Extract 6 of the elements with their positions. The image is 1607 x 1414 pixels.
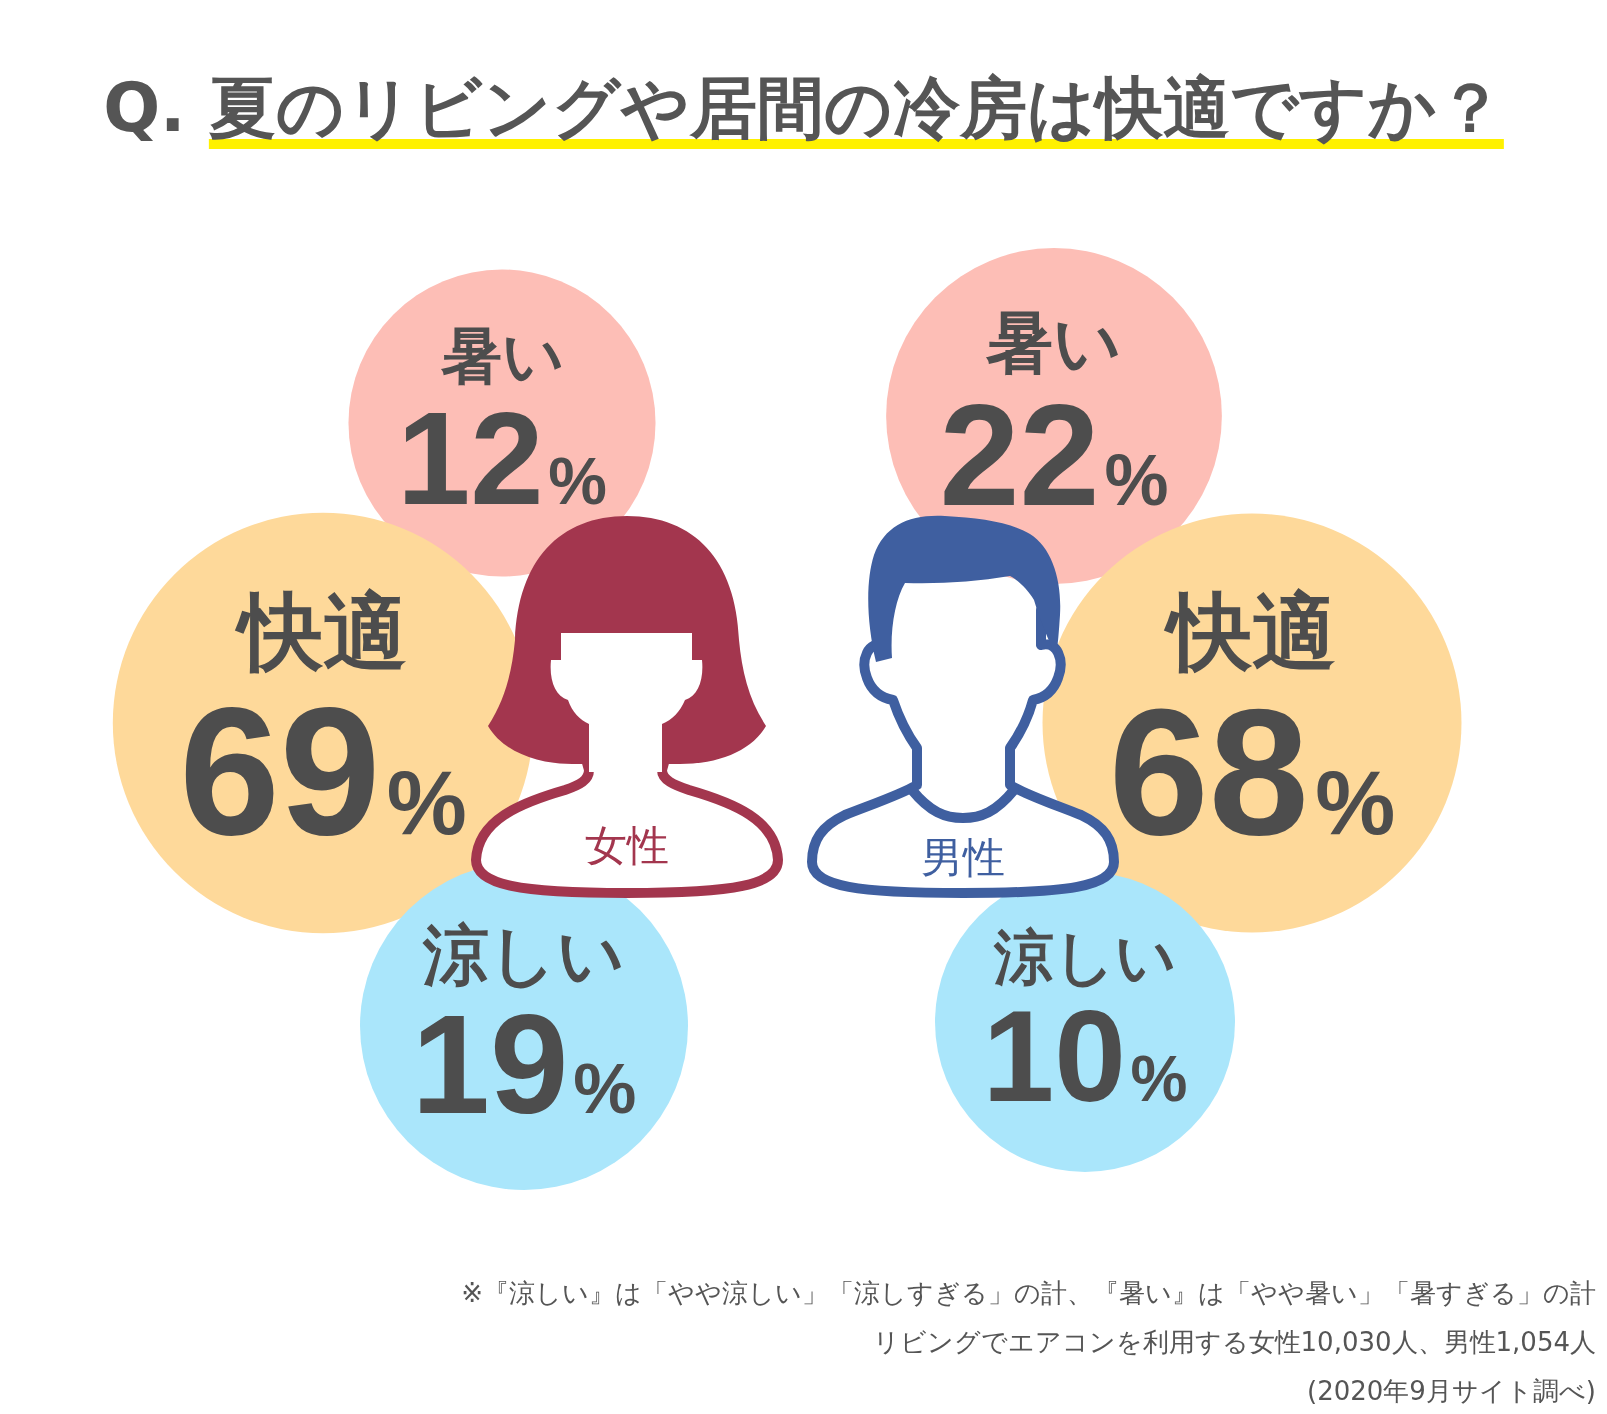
text: (2020年9月サイト調べ) bbox=[1307, 1375, 1596, 1408]
text: Q. 夏のリビングや居間の冷房は快適ですか？ bbox=[103, 69, 1504, 147]
series-label: 男性 bbox=[921, 833, 1005, 882]
text: リビングでエアコンを利用する女性10,030人、男性1,054人 bbox=[872, 1326, 1596, 1359]
series-label: 女性 bbox=[585, 821, 669, 870]
text: ※『涼しい』は「やや涼しい」「涼しすぎる」の計、『暑い』は「やや暑い」「暑すぎる」の計 bbox=[461, 1277, 1596, 1310]
